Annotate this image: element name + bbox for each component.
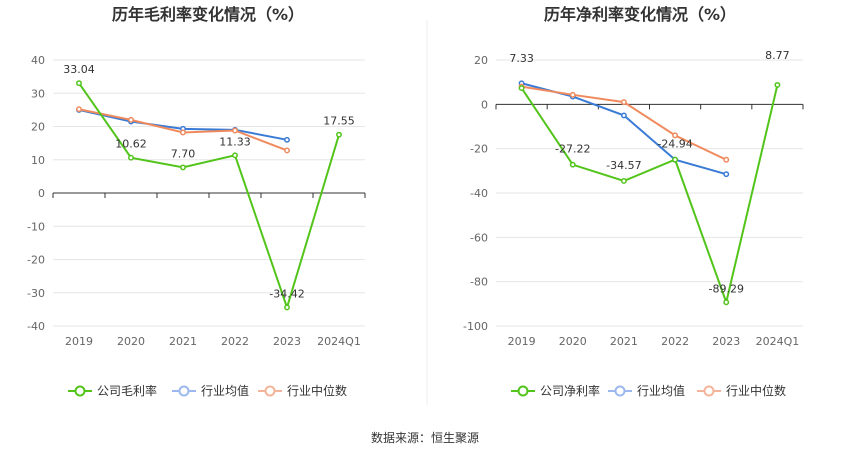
x-tick-label: 2023 bbox=[712, 335, 740, 348]
data-label: 33.04 bbox=[63, 63, 95, 76]
legend: 公司毛利率 行业均值 行业中位数 bbox=[68, 383, 347, 398]
data-point bbox=[620, 99, 627, 106]
data-label: 10.62 bbox=[115, 138, 147, 151]
series-line bbox=[520, 84, 779, 306]
data-point bbox=[774, 81, 781, 88]
legend-label: 行业均值 bbox=[201, 383, 249, 398]
x-tick-label: 2024Q1 bbox=[317, 335, 361, 348]
data-point bbox=[569, 161, 576, 168]
data-point bbox=[723, 171, 730, 178]
data-point bbox=[76, 106, 82, 113]
data-point bbox=[723, 156, 730, 163]
data-point bbox=[232, 152, 238, 159]
data-point bbox=[232, 127, 238, 134]
data-point bbox=[284, 304, 290, 311]
legend-item[interactable]: 行业均值 bbox=[608, 383, 685, 398]
legend-label: 行业中位数 bbox=[287, 383, 347, 398]
data-point bbox=[336, 131, 342, 138]
y-tick-label: 20 bbox=[474, 54, 488, 67]
data-point bbox=[723, 299, 730, 306]
x-tick-label: 2022 bbox=[221, 335, 249, 348]
data-label: -89.29 bbox=[709, 282, 744, 295]
chart-title: 历年净利率变化情况（%） bbox=[544, 5, 736, 24]
data-point bbox=[672, 132, 679, 139]
net-margin-chart: 历年净利率变化情况（%） 20 0 -20 -40 -60 -80 -100 2019 2020… bbox=[463, 5, 804, 398]
data-point bbox=[620, 178, 627, 184]
data-point bbox=[76, 80, 82, 87]
chart-title: 历年毛利率变化情况（%） bbox=[112, 5, 304, 24]
y-tick-label: -10 bbox=[27, 220, 45, 233]
series-line bbox=[78, 82, 340, 311]
data-point bbox=[518, 85, 525, 92]
data-label: 11.33 bbox=[219, 135, 251, 148]
y-tick-label: -40 bbox=[470, 187, 488, 200]
legend: 公司净利率 行业均值 行业中位数 bbox=[511, 383, 786, 398]
data-label-layer: 33.04 10.62 7.70 11.33 -34.42 17.55 bbox=[63, 63, 355, 300]
data-point bbox=[128, 154, 134, 161]
data-label: -34.42 bbox=[269, 287, 304, 300]
legend-swatch-marker bbox=[74, 385, 86, 397]
data-label: 17.55 bbox=[323, 115, 355, 128]
data-point bbox=[180, 129, 186, 136]
x-tick-label: 2019 bbox=[508, 335, 536, 348]
y-tick-label: 0 bbox=[38, 187, 45, 200]
x-tick-label: 2022 bbox=[661, 335, 689, 348]
data-point bbox=[180, 164, 186, 171]
legend-swatch-marker bbox=[614, 385, 626, 397]
x-tick-label: 2020 bbox=[117, 335, 145, 348]
data-label: 8.77 bbox=[765, 49, 790, 62]
x-tick-label: 2020 bbox=[559, 335, 587, 348]
y-tick-label: 40 bbox=[31, 54, 45, 67]
data-point bbox=[569, 91, 576, 98]
data-label: 7.33 bbox=[509, 52, 534, 65]
data-point bbox=[128, 116, 134, 123]
y-tick-label: -20 bbox=[27, 254, 45, 267]
data-point bbox=[620, 112, 627, 119]
y-tick-label: 20 bbox=[31, 121, 45, 134]
x-tick-label: 2019 bbox=[65, 335, 93, 348]
y-tick-label: -40 bbox=[27, 320, 45, 333]
y-tick-label: 0 bbox=[481, 98, 488, 111]
y-tick-label: 30 bbox=[31, 87, 45, 100]
legend-swatch-marker bbox=[178, 385, 190, 397]
data-point bbox=[672, 156, 679, 163]
x-tick-label: 2021 bbox=[169, 335, 197, 348]
y-tick-label: -60 bbox=[470, 231, 488, 244]
y-tick-label: -100 bbox=[463, 320, 488, 333]
y-tick-label: -30 bbox=[27, 287, 45, 300]
legend-item[interactable]: 行业中位数 bbox=[258, 383, 347, 398]
y-tick-label: -20 bbox=[470, 143, 488, 156]
legend-item[interactable]: 行业中位数 bbox=[697, 383, 786, 398]
data-label: 7.70 bbox=[171, 147, 196, 160]
legend-label: 公司毛利率 bbox=[97, 383, 157, 398]
legend-label: 公司净利率 bbox=[540, 383, 600, 398]
data-point bbox=[284, 147, 290, 154]
x-tick-label: 2024Q1 bbox=[756, 335, 800, 348]
legend-swatch-marker bbox=[703, 385, 715, 397]
x-tick-label: 2021 bbox=[610, 335, 638, 348]
series-layer bbox=[518, 80, 781, 306]
legend-item[interactable]: 公司毛利率 bbox=[68, 383, 157, 398]
data-label: -27.22 bbox=[555, 143, 590, 156]
legend-swatch-marker bbox=[264, 385, 276, 397]
axis-layer: 40 30 20 10 0 -10 -20 -30 -40 2019 2020 2021 2022 202… bbox=[27, 54, 366, 348]
legend-label: 行业均值 bbox=[637, 383, 685, 398]
gross-margin-chart: 历年毛利率变化情况（%） 40 30 20 10 0 -10 -20 -30 -40 2019 20… bbox=[27, 5, 366, 398]
data-source: 数据来源：恒生聚源 bbox=[371, 430, 479, 445]
legend-item[interactable]: 公司净利率 bbox=[511, 383, 600, 398]
legend-swatch-marker bbox=[517, 385, 529, 397]
series-layer bbox=[76, 80, 342, 311]
legend-label: 行业中位数 bbox=[726, 383, 786, 398]
legend-item[interactable]: 行业均值 bbox=[172, 383, 249, 398]
y-tick-label: 10 bbox=[31, 154, 45, 167]
data-label: -34.57 bbox=[606, 159, 641, 172]
x-tick-label: 2023 bbox=[273, 335, 301, 348]
data-label-layer: 7.33 -27.22 -34.57 -24.94 -89.29 8.77 bbox=[509, 49, 789, 295]
grid-layer bbox=[496, 59, 803, 327]
data-point bbox=[284, 136, 290, 143]
data-label: -24.94 bbox=[657, 138, 692, 151]
axis-layer: 20 0 -20 -40 -60 -80 -100 2019 2020 2021 2022 2023 2… bbox=[463, 54, 804, 348]
y-tick-label: -80 bbox=[470, 276, 488, 289]
